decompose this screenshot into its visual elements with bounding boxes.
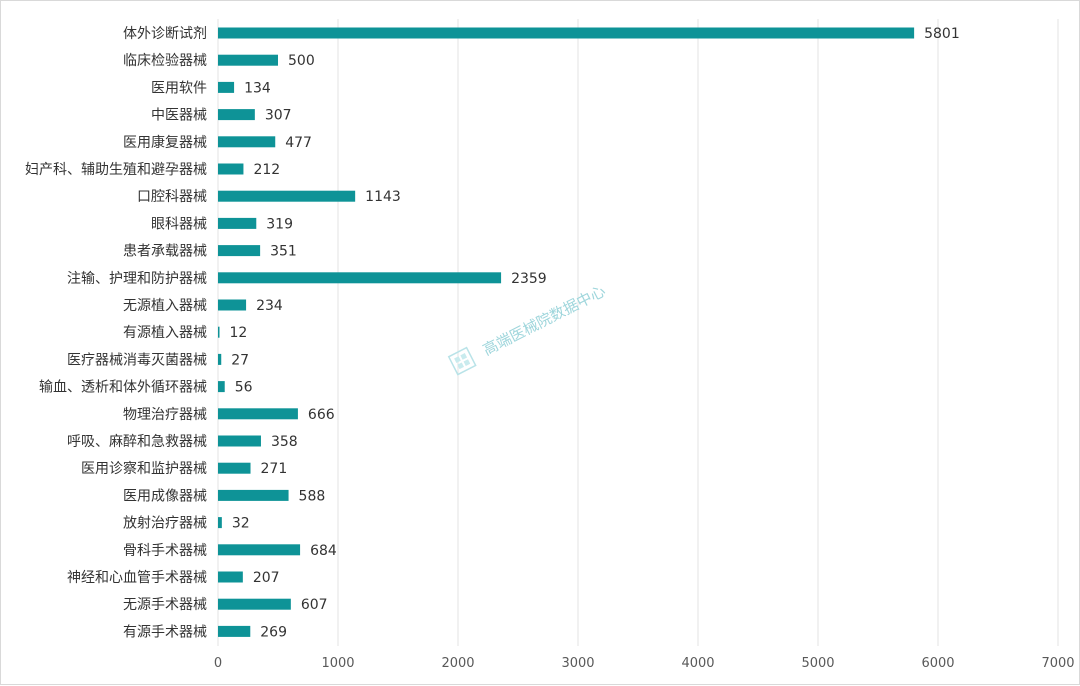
category-label: 医用康复器械 [123,134,207,151]
category-label: 眼科器械 [151,216,207,232]
value-label: 271 [261,461,288,477]
value-label: 307 [265,108,292,124]
category-label: 妇产科、辅助生殖和避孕器械 [25,161,207,178]
x-tick-label: 4000 [681,656,714,671]
value-label: 477 [285,135,312,151]
value-label: 607 [301,597,328,613]
watermark-text: 高端医械院数据中心 [480,282,608,359]
category-label: 有源手术器械 [123,624,207,640]
bars [218,27,915,637]
x-tick-label: 1000 [321,656,354,671]
bar [218,136,276,148]
category-label: 中医器械 [151,108,207,124]
bar [218,462,251,474]
value-label: 234 [256,298,283,314]
category-label: 呼吸、麻醉和急救器械 [67,434,207,450]
category-label: 物理治疗器械 [123,407,207,423]
category-label: 放射治疗器械 [123,516,207,532]
category-label: 无源植入器械 [123,298,207,314]
value-label: 2359 [511,271,547,287]
category-label: 患者承载器械 [123,244,207,260]
labels: 0 1000 2000 3000 4000 5000 6000 7000 体外诊断试剂 5801 临… [25,26,1075,671]
bar [218,217,257,229]
category-label: 医用诊察和监护器械 [81,460,207,477]
value-label: 684 [310,543,337,559]
bar [218,81,235,93]
category-label: 注输、护理和防护器械 [67,271,207,287]
value-label: 269 [260,624,287,640]
category-label: 无源手术器械 [123,597,207,613]
category-label: 输血、透析和体外循环器械 [39,380,207,396]
bar [218,408,298,420]
bar [218,381,225,393]
value-label: 500 [288,53,315,69]
value-label: 134 [244,80,271,96]
bar [218,54,278,66]
bar [218,272,502,284]
value-label: 212 [253,162,280,178]
bar [218,163,244,175]
bar [218,517,222,529]
bar [218,27,915,39]
bar [218,109,255,121]
category-label: 骨科手术器械 [123,543,207,559]
x-tick-label: 6000 [921,656,954,671]
value-label: 588 [299,488,326,504]
bar [218,489,289,501]
value-label: 5801 [924,26,960,42]
value-label: 12 [230,325,248,341]
x-tick-label: 3000 [561,656,594,671]
bar [218,435,261,447]
value-label: 27 [231,352,249,368]
category-label: 口腔科器械 [137,189,207,205]
value-label: 56 [235,380,253,396]
x-tick-label: 7000 [1041,656,1074,671]
bar [218,326,220,338]
cube-logo-icon [447,346,477,376]
bar [218,598,291,610]
bar [218,571,243,583]
category-label: 医用成像器械 [123,488,207,504]
bar [218,245,261,257]
bar [218,299,247,311]
value-label: 351 [270,244,297,260]
category-label: 医用软件 [151,80,207,96]
category-label: 临床检验器械 [123,53,207,69]
value-label: 666 [308,407,335,423]
category-label: 体外诊断试剂 [123,26,207,42]
bar [218,544,301,556]
category-label: 神经和心血管手术器械 [67,570,207,586]
category-label: 有源植入器械 [123,325,207,341]
value-label: 319 [266,216,293,232]
bar [218,353,222,365]
x-tick-label: 0 [214,656,222,671]
value-label: 207 [253,570,280,586]
bar [218,190,356,202]
value-label: 32 [232,516,250,532]
bar [218,625,251,637]
x-tick-label: 2000 [441,656,474,671]
x-tick-label: 5000 [801,656,834,671]
gridlines [217,19,1059,646]
category-label: 医疗器械消毒灭菌器械 [67,352,207,368]
value-label: 1143 [365,189,401,205]
watermark: 高端医械院数据中心 [447,282,608,376]
value-label: 358 [271,434,298,450]
